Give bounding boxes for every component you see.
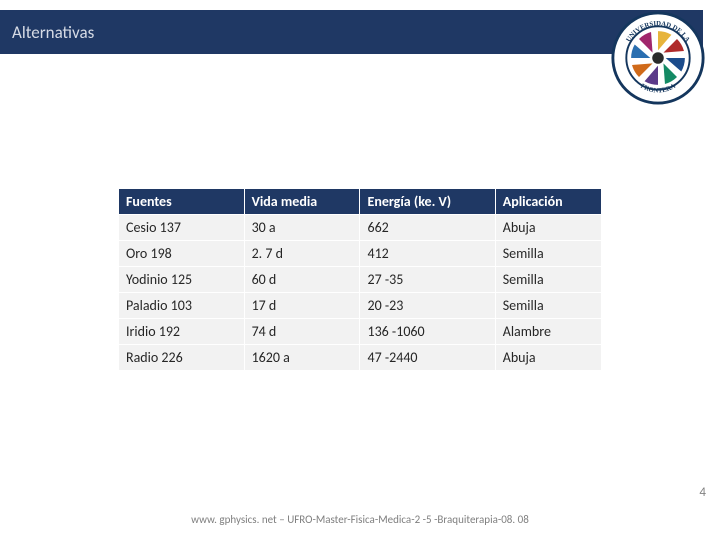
header-bar: Alternativas <box>0 10 703 54</box>
page-number: 4 <box>699 485 706 500</box>
table-row: Oro 1982. 7 d412Semilla <box>119 241 602 267</box>
table-cell: 27 -35 <box>360 267 495 293</box>
table-cell: 47 -2440 <box>360 345 495 371</box>
table-cell: 74 d <box>244 319 360 345</box>
table-cell: 412 <box>360 241 495 267</box>
table-cell: 136 -1060 <box>360 319 495 345</box>
sources-table-wrap: FuentesVida mediaEnergía (ke. V)Aplicaci… <box>118 188 602 371</box>
slide: Alternativas UNIVERSIDAD DE LA FRONTERA … <box>0 0 720 540</box>
table-cell: Semilla <box>495 267 601 293</box>
table-cell: Radio 226 <box>119 345 245 371</box>
sources-table: FuentesVida mediaEnergía (ke. V)Aplicaci… <box>118 188 602 371</box>
table-header-cell: Aplicación <box>495 189 601 215</box>
table-header-cell: Vida media <box>244 189 360 215</box>
table-cell: Yodinio 125 <box>119 267 245 293</box>
university-logo: UNIVERSIDAD DE LA FRONTERA <box>610 10 706 106</box>
table-cell: 60 d <box>244 267 360 293</box>
table-cell: 1620 a <box>244 345 360 371</box>
table-cell: Cesio 137 <box>119 215 245 241</box>
table-cell: Paladio 103 <box>119 293 245 319</box>
table-row: Paladio 10317 d20 -23Semilla <box>119 293 602 319</box>
table-cell: 17 d <box>244 293 360 319</box>
table-cell: Semilla <box>495 241 601 267</box>
table-row: Radio 2261620 a47 -2440Abuja <box>119 345 602 371</box>
page-title: Alternativas <box>12 22 94 43</box>
table-cell: Abuja <box>495 345 601 371</box>
table-header-cell: Energía (ke. V) <box>360 189 495 215</box>
table-header-cell: Fuentes <box>119 189 245 215</box>
table-cell: Semilla <box>495 293 601 319</box>
table-cell: Alambre <box>495 319 601 345</box>
table-cell: 2. 7 d <box>244 241 360 267</box>
table-cell: Iridio 192 <box>119 319 245 345</box>
table-row: Cesio 13730 a662Abuja <box>119 215 602 241</box>
table-row: Iridio 19274 d136 -1060Alambre <box>119 319 602 345</box>
table-cell: 20 -23 <box>360 293 495 319</box>
table-cell: 30 a <box>244 215 360 241</box>
table-row: Yodinio 12560 d27 -35Semilla <box>119 267 602 293</box>
table-cell: Oro 198 <box>119 241 245 267</box>
table-cell: Abuja <box>495 215 601 241</box>
footer-text: www. gphysics. net – UFRO-Master-Fisica-… <box>0 513 720 526</box>
table-cell: 662 <box>360 215 495 241</box>
